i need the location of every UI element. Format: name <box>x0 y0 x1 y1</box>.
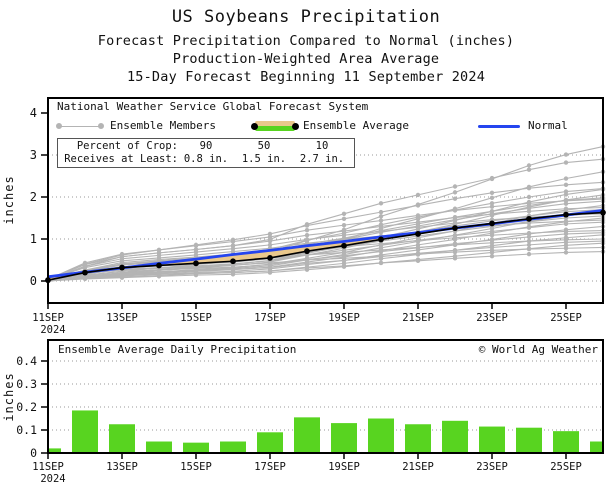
info-row2-value-1: 0.8 in. <box>183 153 229 165</box>
svg-text:13SEP: 13SEP <box>106 461 138 473</box>
subtitle-line-3: 15-Day Forecast Beginning 11 September 2… <box>126 69 486 85</box>
svg-text:0.3: 0.3 <box>16 377 37 391</box>
svg-text:1: 1 <box>30 232 37 246</box>
gray-dot-right <box>98 123 104 129</box>
bottom-plot-border <box>47 339 604 454</box>
green-band <box>255 126 295 131</box>
daily-precipitation-bars <box>48 410 603 453</box>
bottom-y-axis: 0 0.1 0.2 0.3 0.4 <box>16 354 48 460</box>
svg-text:23SEP: 23SEP <box>476 312 508 324</box>
svg-text:4: 4 <box>30 106 37 120</box>
normal-swatch-icon <box>478 124 520 128</box>
svg-text:2: 2 <box>30 190 37 204</box>
svg-text:0.1: 0.1 <box>16 423 37 437</box>
main-y-axis-title: inches <box>2 175 16 224</box>
svg-text:19SEP: 19SEP <box>328 461 360 473</box>
svg-text:21SEP: 21SEP <box>402 312 434 324</box>
svg-text:0: 0 <box>30 446 37 460</box>
svg-text:23SEP: 23SEP <box>476 461 508 473</box>
subtitle-line-1: Forecast Precipitation Compared to Norma… <box>97 33 515 49</box>
svg-text:0.2: 0.2 <box>16 400 37 414</box>
main-y-axis: 0 1 2 3 4 <box>30 106 48 288</box>
black-dot-left <box>251 122 258 130</box>
legend-label-ensemble-average: Ensemble Average <box>303 119 409 132</box>
tan-band <box>255 121 295 126</box>
info-row1-value-10: 10 <box>315 140 329 152</box>
bottom-gridlines <box>48 360 603 431</box>
page-title: US Soybeans Precipitation <box>171 7 441 27</box>
info-row1-value-50: 50 <box>257 140 271 152</box>
gray-line <box>59 125 101 127</box>
info-row2-value-2: 1.5 in. <box>241 153 287 165</box>
gray-dot-left <box>56 123 62 129</box>
svg-text:inches: inches <box>2 175 16 224</box>
copyright-label: © World Ag Weather <box>478 343 598 356</box>
svg-text:17SEP: 17SEP <box>254 461 286 473</box>
svg-text:0.4: 0.4 <box>16 354 37 368</box>
svg-text:11SEP: 11SEP <box>32 312 64 324</box>
svg-text:inches: inches <box>2 372 16 421</box>
svg-text:25SEP: 25SEP <box>550 312 582 324</box>
subtitle-line-2: Production-Weighted Area Average <box>172 51 440 67</box>
svg-text:25SEP: 25SEP <box>550 461 582 473</box>
svg-text:0: 0 <box>30 274 37 288</box>
info-row2-label: Receives at Least: <box>64 153 178 165</box>
svg-text:15SEP: 15SEP <box>180 312 212 324</box>
ensemble-members-swatch-icon <box>56 121 104 131</box>
info-row2-value-3: 2.7 in. <box>299 153 345 165</box>
daily-precip-chart-title: Ensemble Average Daily Precipitation <box>58 343 297 356</box>
normal-average-band <box>48 210 603 281</box>
legend-label-ensemble-members: Ensemble Members <box>110 119 216 132</box>
svg-text:2024: 2024 <box>40 324 65 336</box>
bottom-y-axis-title: inches <box>2 372 16 421</box>
svg-text:17SEP: 17SEP <box>254 312 286 324</box>
svg-text:15SEP: 15SEP <box>180 461 212 473</box>
info-row1-label: Percent of Crop: <box>76 140 178 152</box>
percent-of-crop-info-box: Percent of Crop: 90 50 10 Receives at Le… <box>57 138 355 168</box>
svg-text:21SEP: 21SEP <box>402 461 434 473</box>
ensemble-average-swatch-icon <box>251 121 299 131</box>
legend-label-normal: Normal <box>528 119 568 132</box>
svg-text:13SEP: 13SEP <box>106 312 138 324</box>
main-plot-border <box>47 97 604 304</box>
ensemble-average-series <box>45 209 606 284</box>
svg-text:19SEP: 19SEP <box>328 312 360 324</box>
black-dot-right <box>292 122 299 130</box>
svg-text:11SEP: 11SEP <box>32 461 64 473</box>
legend-header: National Weather Service Global Forecast… <box>57 100 369 113</box>
svg-text:3: 3 <box>30 148 37 162</box>
info-row1-value-90: 90 <box>199 140 213 152</box>
svg-text:2024: 2024 <box>40 473 65 485</box>
